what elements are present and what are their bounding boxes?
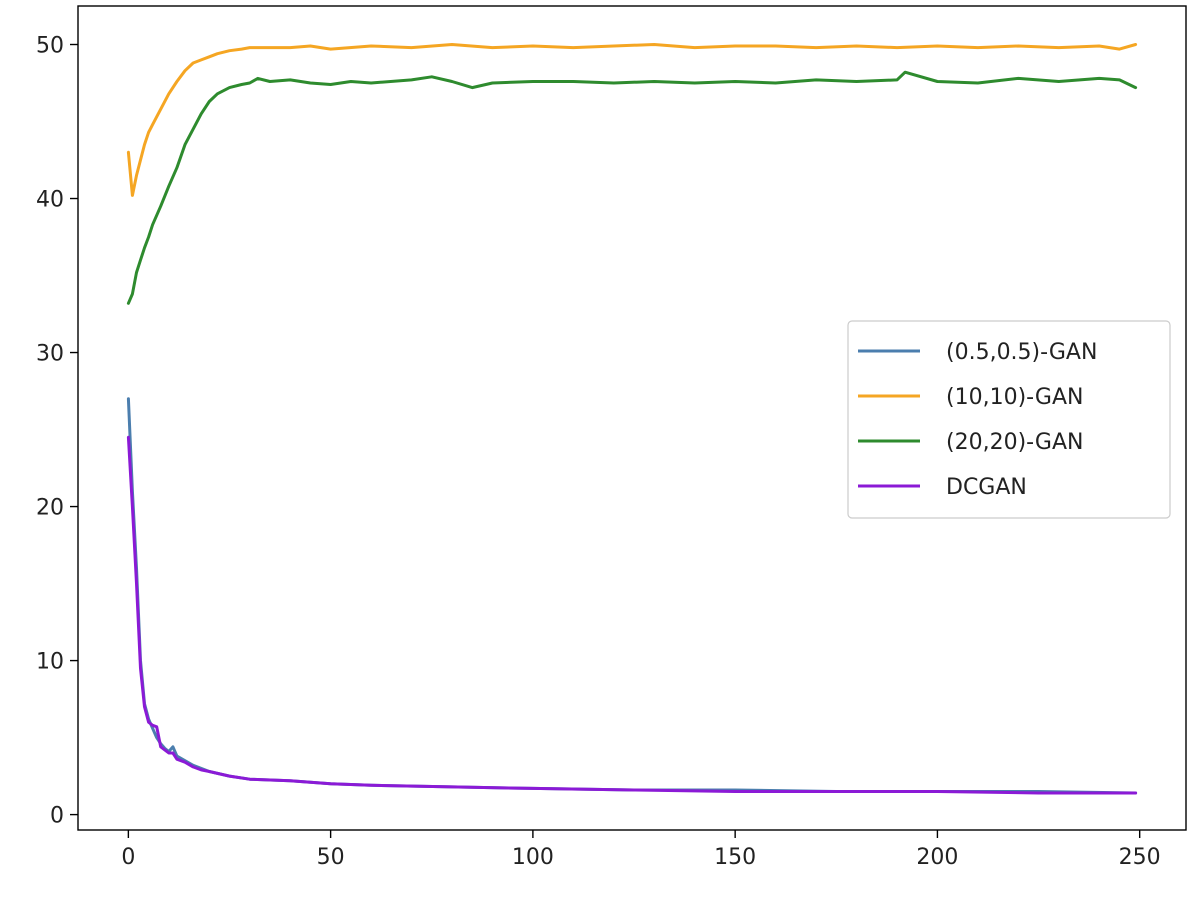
series-line-3 xyxy=(126,435,1138,795)
series-line-1 xyxy=(126,43,1138,197)
y-axis: 0 10 20 30 40 50 xyxy=(36,34,78,829)
x-tick-label: 50 xyxy=(317,845,345,870)
y-tick-label: 20 xyxy=(36,496,64,521)
x-tick-label: 100 xyxy=(512,845,554,870)
legend-label: (20,20)-GAN xyxy=(946,430,1083,455)
y-tick-label: 10 xyxy=(36,650,64,675)
legend-label: DCGAN xyxy=(946,475,1027,500)
legend-label: (0.5,0.5)-GAN xyxy=(946,340,1097,365)
plot-frame xyxy=(77,5,1187,831)
y-tick-label: 50 xyxy=(36,34,64,59)
x-tick-label: 200 xyxy=(916,845,958,870)
y-tick-label: 40 xyxy=(36,188,64,213)
x-tick-label: 250 xyxy=(1119,845,1161,870)
x-tick-label: 0 xyxy=(121,845,135,870)
legend: (0.5,0.5)-GAN (10,10)-GAN (20,20)-GAN DCGAN xyxy=(847,320,1171,519)
y-tick-label: 30 xyxy=(36,342,64,367)
y-tick-label: 0 xyxy=(50,804,64,829)
x-tick-label: 150 xyxy=(714,845,756,870)
series-layer xyxy=(126,43,1138,795)
legend-label: (10,10)-GAN xyxy=(946,385,1083,410)
x-axis: 0 50 100 150 200 250 xyxy=(121,830,1161,870)
series-line-2 xyxy=(126,70,1138,305)
legend-box xyxy=(847,320,1171,519)
